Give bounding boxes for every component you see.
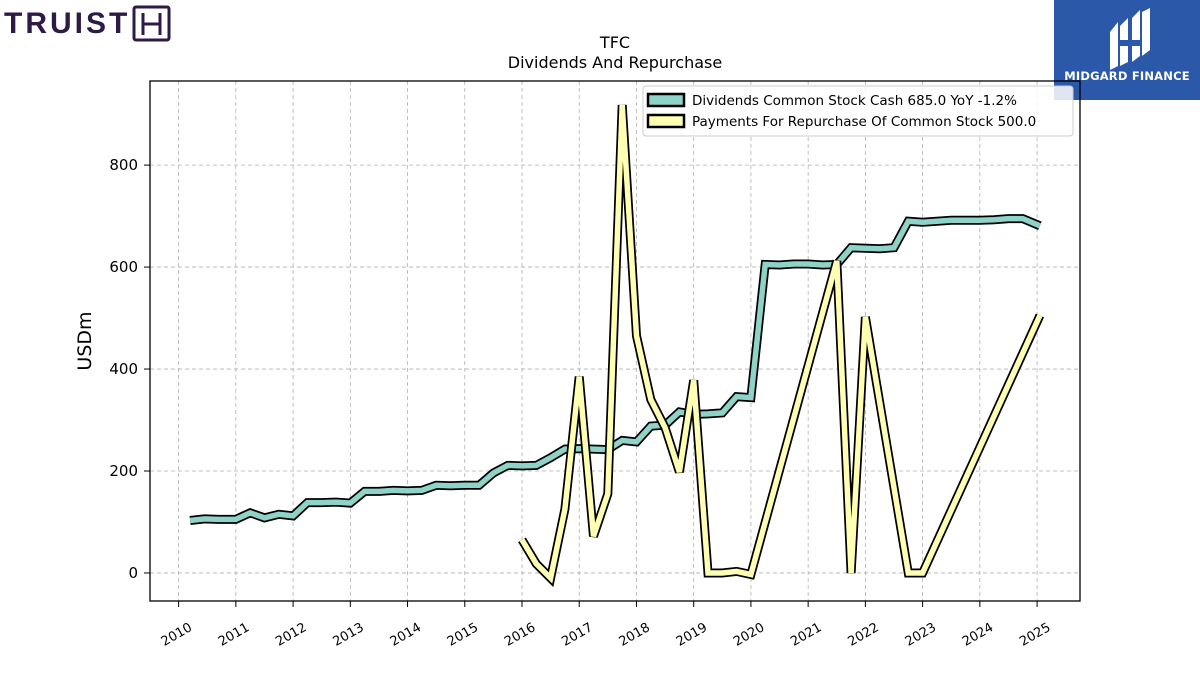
legend-label: Dividends Common Stock Cash 685.0 YoY -1… bbox=[692, 93, 1017, 109]
truist-logo-text: TRUIST bbox=[4, 7, 130, 40]
plot-frame bbox=[149, 80, 1081, 602]
x-tick-label: 2011 bbox=[216, 620, 252, 650]
x-tick-label: 2020 bbox=[731, 620, 767, 650]
truist-logo: TRUIST bbox=[0, 0, 180, 48]
y-tick-label: 400 bbox=[109, 360, 138, 378]
x-tick-label: 2013 bbox=[330, 620, 366, 650]
legend-swatch bbox=[646, 113, 686, 129]
x-tick-label: 2018 bbox=[617, 620, 653, 650]
legend-label: Payments For Repurchase Of Common Stock … bbox=[692, 114, 1036, 130]
x-tick-label: 2024 bbox=[960, 620, 996, 650]
truist-mark-icon bbox=[132, 5, 171, 42]
series-layer bbox=[189, 104, 1044, 588]
x-tick-label: 2012 bbox=[273, 620, 309, 650]
x-tick-label: 2010 bbox=[159, 620, 195, 650]
y-tick-label: 600 bbox=[109, 258, 138, 276]
x-tick-label: 2025 bbox=[1017, 620, 1053, 650]
midgard-finance-logo: MIDGARD FINANCE bbox=[1054, 0, 1200, 100]
midgard-mark-icon bbox=[1110, 8, 1150, 70]
dividends-line bbox=[189, 215, 1041, 524]
x-tick-label: 2017 bbox=[559, 620, 595, 650]
y-axis-label: USDm bbox=[74, 311, 96, 370]
x-tick-label: 2021 bbox=[788, 620, 824, 650]
x-tick-label: 2015 bbox=[445, 620, 481, 650]
x-tick-label: 2019 bbox=[674, 620, 710, 650]
y-tick-label: 200 bbox=[109, 462, 138, 480]
legend: Dividends Common Stock Cash 685.0 YoY -1… bbox=[642, 85, 1074, 137]
x-tick-label: 2022 bbox=[846, 620, 882, 650]
chart-title: TFC bbox=[599, 33, 630, 52]
x-tick-label: 2016 bbox=[502, 620, 538, 650]
midgard-logo-text: MIDGARD FINANCE bbox=[1064, 69, 1190, 83]
legend-swatch bbox=[646, 92, 686, 108]
x-tick-label: 2014 bbox=[388, 620, 424, 650]
legend-box bbox=[642, 85, 1074, 137]
y-tick-label: 0 bbox=[128, 564, 138, 582]
x-tick-label: 2023 bbox=[903, 620, 939, 650]
chart-subtitle: Dividends And Repurchase bbox=[508, 53, 722, 72]
y-tick-label: 800 bbox=[109, 156, 138, 174]
repurchase-line-outline bbox=[518, 104, 1044, 588]
repurchase-line bbox=[519, 104, 1043, 584]
